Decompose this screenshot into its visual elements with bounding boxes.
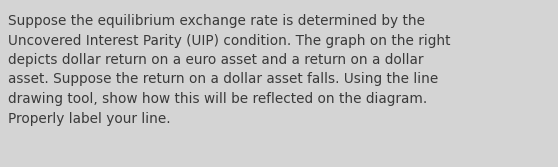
Text: Uncovered Interest Parity​ (UIP) condition. The graph on the right: Uncovered Interest Parity​ (UIP) conditi… xyxy=(8,34,450,47)
Text: asset. Suppose the return on a dollar asset falls. Using the line: asset. Suppose the return on a dollar as… xyxy=(8,72,438,87)
Text: depicts dollar return on a euro asset and a return on a dollar: depicts dollar return on a euro asset an… xyxy=(8,53,424,67)
Text: Properly label your line.: Properly label your line. xyxy=(8,112,171,125)
Text: Suppose the equilibrium exchange rate is determined by the: Suppose the equilibrium exchange rate is… xyxy=(8,14,425,28)
Text: drawing tool​, show how this will be reflected on the diagram.: drawing tool​, show how this will be ref… xyxy=(8,92,427,106)
